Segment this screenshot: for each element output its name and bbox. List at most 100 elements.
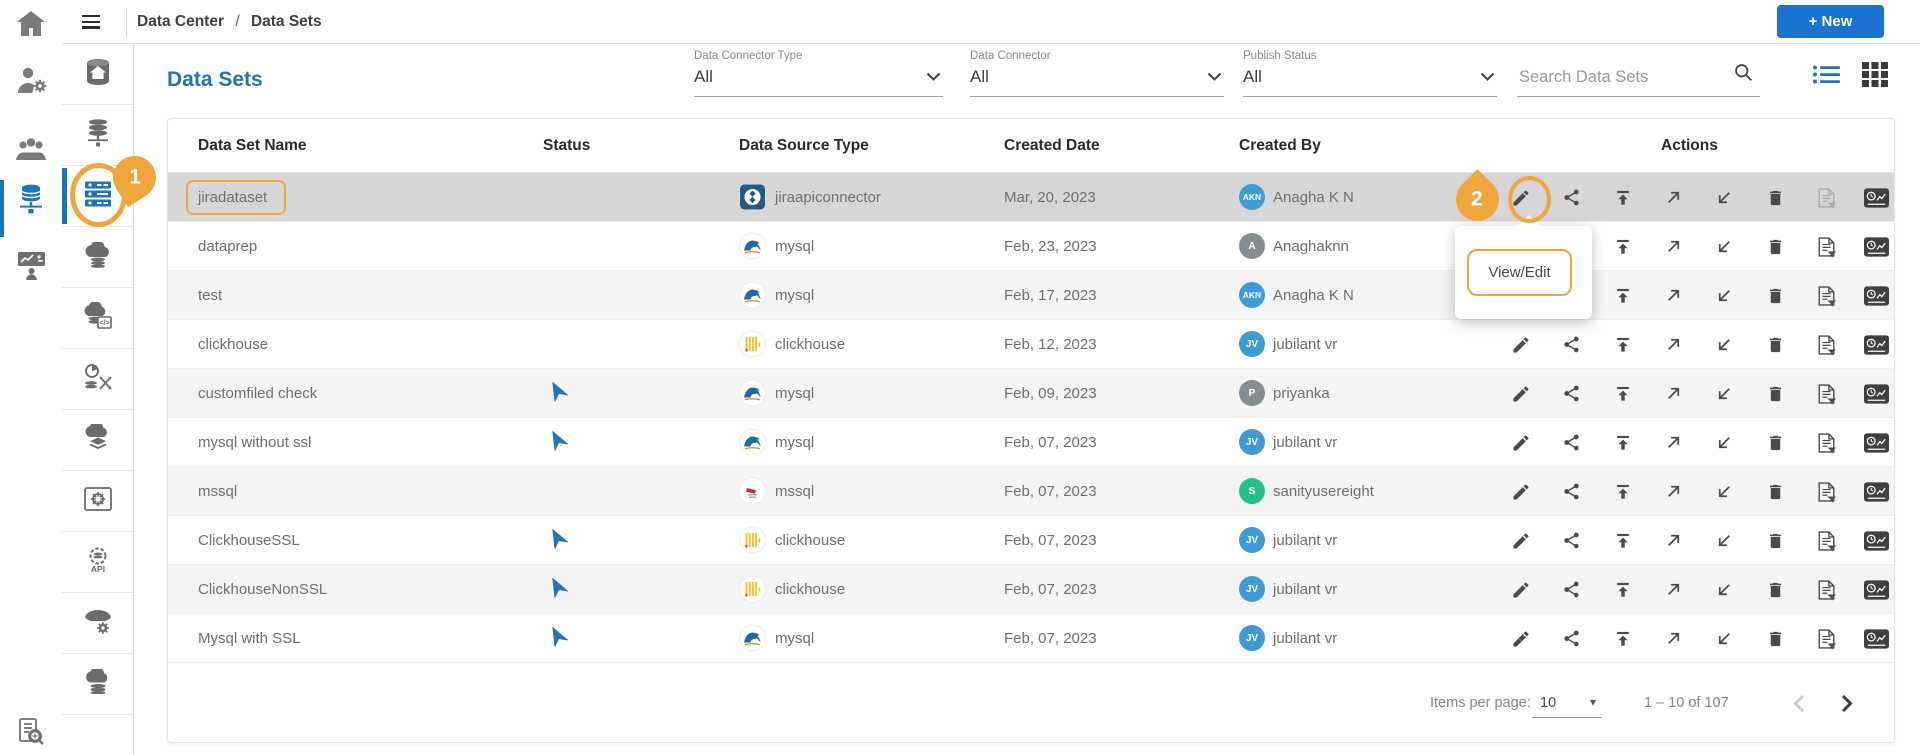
publish-icon[interactable] bbox=[1610, 529, 1636, 553]
dataset-name[interactable]: test bbox=[198, 287, 223, 304]
inner-sidebar-item-database-connection-icon[interactable] bbox=[62, 105, 133, 166]
arrow-down-left-icon[interactable] bbox=[1711, 431, 1737, 455]
usage-chart-icon[interactable] bbox=[1864, 431, 1890, 455]
usage-chart-icon[interactable] bbox=[1864, 627, 1890, 651]
delete-icon[interactable] bbox=[1762, 382, 1788, 406]
arrow-up-right-icon[interactable] bbox=[1661, 480, 1687, 504]
share-icon[interactable] bbox=[1559, 333, 1585, 357]
document-filter-icon[interactable] bbox=[1813, 333, 1839, 357]
share-icon[interactable] bbox=[1559, 382, 1585, 406]
arrow-up-right-icon[interactable] bbox=[1661, 186, 1687, 210]
arrow-down-left-icon[interactable] bbox=[1711, 333, 1737, 357]
publish-icon[interactable] bbox=[1610, 480, 1636, 504]
delete-icon[interactable] bbox=[1762, 529, 1788, 553]
items-per-page-select[interactable]: 10 ▾ bbox=[1532, 692, 1602, 718]
outer-sidebar-item-home-icon[interactable] bbox=[0, 10, 62, 42]
list-view-toggle-icon[interactable] bbox=[1812, 64, 1840, 90]
document-filter-icon[interactable] bbox=[1813, 382, 1839, 406]
search-input[interactable]: Search Data Sets bbox=[1517, 50, 1760, 97]
document-filter-icon[interactable] bbox=[1813, 235, 1839, 259]
arrow-up-right-icon[interactable] bbox=[1661, 235, 1687, 259]
edit-icon[interactable] bbox=[1508, 333, 1534, 357]
delete-icon[interactable] bbox=[1762, 627, 1788, 651]
arrow-down-left-icon[interactable] bbox=[1711, 480, 1737, 504]
publish-icon[interactable] bbox=[1610, 431, 1636, 455]
dataset-name[interactable]: dataprep bbox=[198, 238, 258, 255]
delete-icon[interactable] bbox=[1762, 480, 1788, 504]
dataset-name[interactable]: ClickhouseNonSSL bbox=[198, 581, 328, 598]
table-row-jiradataset[interactable]: jiradataset jiraapiconnector Mar, 20, 2023… bbox=[168, 173, 1894, 222]
delete-icon[interactable] bbox=[1762, 284, 1788, 308]
previous-page-button[interactable] bbox=[1784, 688, 1814, 718]
share-icon[interactable] bbox=[1559, 627, 1585, 651]
grid-view-toggle-icon[interactable] bbox=[1862, 62, 1888, 92]
share-icon[interactable] bbox=[1559, 529, 1585, 553]
usage-chart-icon[interactable] bbox=[1864, 382, 1890, 406]
arrow-up-right-icon[interactable] bbox=[1661, 431, 1687, 455]
publish-icon[interactable] bbox=[1610, 284, 1636, 308]
inner-sidebar-item-cloud-database-icon[interactable] bbox=[62, 227, 133, 288]
dataset-name[interactable]: mysql without ssl bbox=[198, 434, 312, 451]
edit-icon[interactable] bbox=[1508, 480, 1534, 504]
table-row-test[interactable]: test mysql Feb, 17, 2023 AKN Anagha K N bbox=[168, 271, 1894, 320]
inner-sidebar-item-settings-database-icon[interactable] bbox=[62, 471, 133, 532]
edit-icon[interactable] bbox=[1508, 627, 1534, 651]
document-filter-icon[interactable] bbox=[1813, 186, 1839, 210]
hamburger-menu-icon[interactable] bbox=[82, 15, 100, 29]
table-row-clickhouse[interactable]: clickhouse clickhouse Feb, 12, 2023 JV jubil… bbox=[168, 320, 1894, 369]
delete-icon[interactable] bbox=[1762, 578, 1788, 602]
arrow-down-left-icon[interactable] bbox=[1711, 284, 1737, 308]
table-row-mysql-without-ssl[interactable]: mysql without ssl mysql Feb, 07, 2023 JV jub… bbox=[168, 418, 1894, 467]
dataset-name[interactable]: jiradataset bbox=[198, 189, 268, 206]
inner-sidebar-item-api-settings-icon[interactable]: API bbox=[62, 532, 133, 593]
filter-select-data-connector-type[interactable]: Data Connector Type All bbox=[694, 50, 943, 97]
arrow-down-left-icon[interactable] bbox=[1711, 578, 1737, 602]
document-filter-icon[interactable] bbox=[1813, 431, 1839, 455]
share-icon[interactable] bbox=[1559, 186, 1585, 210]
table-row-Mysql-with-SSL[interactable]: Mysql with SSL mysql Feb, 07, 2023 JV jubila… bbox=[168, 614, 1894, 663]
outer-sidebar-item-document-search-icon[interactable] bbox=[0, 717, 62, 752]
usage-chart-icon[interactable] bbox=[1864, 284, 1890, 308]
usage-chart-icon[interactable] bbox=[1864, 235, 1890, 259]
edit-icon[interactable] bbox=[1508, 529, 1534, 553]
arrow-up-right-icon[interactable] bbox=[1661, 529, 1687, 553]
arrow-down-left-icon[interactable] bbox=[1711, 627, 1737, 651]
dataset-name[interactable]: clickhouse bbox=[198, 336, 269, 353]
share-icon[interactable] bbox=[1559, 578, 1585, 602]
next-page-button[interactable] bbox=[1832, 688, 1862, 718]
arrow-down-left-icon[interactable] bbox=[1711, 382, 1737, 406]
publish-icon[interactable] bbox=[1610, 186, 1636, 210]
share-icon[interactable] bbox=[1559, 480, 1585, 504]
outer-sidebar-item-users-icon[interactable] bbox=[0, 136, 62, 167]
arrow-up-right-icon[interactable] bbox=[1661, 382, 1687, 406]
dataset-name[interactable]: customfiled check bbox=[198, 385, 318, 402]
publish-icon[interactable] bbox=[1610, 235, 1636, 259]
inner-sidebar-item-data-prep-icon[interactable] bbox=[62, 349, 133, 410]
document-filter-icon[interactable] bbox=[1813, 284, 1839, 308]
document-filter-icon[interactable] bbox=[1813, 627, 1839, 651]
document-filter-icon[interactable] bbox=[1813, 529, 1839, 553]
search-icon[interactable] bbox=[1733, 62, 1754, 88]
arrow-up-right-icon[interactable] bbox=[1661, 627, 1687, 651]
outer-sidebar-item-user-settings-icon[interactable] bbox=[0, 65, 62, 100]
dataset-name[interactable]: ClickhouseSSL bbox=[198, 532, 300, 549]
edit-icon[interactable] bbox=[1508, 431, 1534, 455]
delete-icon[interactable] bbox=[1762, 186, 1788, 210]
new-button[interactable]: + New bbox=[1777, 5, 1884, 38]
inner-sidebar-item-database-home-icon[interactable] bbox=[62, 44, 133, 105]
dataset-name[interactable]: mssql bbox=[198, 483, 238, 500]
usage-chart-icon[interactable] bbox=[1864, 480, 1890, 504]
filter-select-data-connector[interactable]: Data Connector All bbox=[970, 50, 1224, 97]
table-row-ClickhouseNonSSL[interactable]: ClickhouseNonSSL clickhouse Feb, 07, 2023 J… bbox=[168, 565, 1894, 614]
table-row-dataprep[interactable]: dataprep mysql Feb, 23, 2023 A Anaghaknn bbox=[168, 222, 1894, 271]
usage-chart-icon[interactable] bbox=[1864, 333, 1890, 357]
document-filter-icon[interactable] bbox=[1813, 578, 1839, 602]
publish-icon[interactable] bbox=[1610, 578, 1636, 602]
filter-select-publish-status[interactable]: Publish Status All bbox=[1243, 50, 1497, 97]
usage-chart-icon[interactable] bbox=[1864, 578, 1890, 602]
delete-icon[interactable] bbox=[1762, 431, 1788, 455]
inner-sidebar-item-cloud-code-icon[interactable]: </> bbox=[62, 288, 133, 349]
arrow-down-left-icon[interactable] bbox=[1711, 186, 1737, 210]
